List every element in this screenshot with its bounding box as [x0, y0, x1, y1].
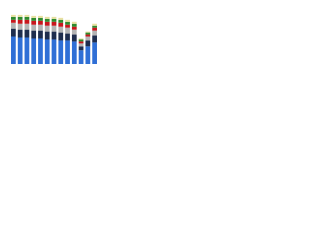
bar-segment: [71, 34, 77, 42]
bar-segment: [71, 29, 77, 35]
bar-segment: [24, 14, 30, 17]
bar-segment: [58, 17, 64, 20]
bar-segment: [58, 32, 64, 41]
bar-segment: [38, 15, 43, 18]
bar-segment: [51, 21, 57, 26]
bar-segment: [92, 35, 97, 43]
bar-segment: [78, 46, 84, 51]
bar-segment: [31, 38, 37, 64]
bar-segment: [38, 24, 43, 31]
bar-segment: [51, 25, 57, 32]
bar-segment: [24, 37, 30, 64]
bar-segment: [85, 36, 91, 41]
bar-segment: [31, 17, 37, 21]
bar-segment: [17, 23, 23, 30]
bar-segment: [51, 16, 57, 19]
bar-segment: [51, 31, 57, 40]
bar-segment: [65, 24, 70, 28]
bar-segment: [38, 38, 43, 64]
bar-segment: [65, 19, 70, 22]
bar-segment: [58, 40, 64, 64]
bar-segment: [65, 27, 70, 34]
bar-segment: [17, 19, 23, 24]
bar-segment: [24, 29, 30, 38]
bar-segment: [51, 39, 57, 64]
bar-segment: [71, 21, 77, 24]
bar-segment: [92, 42, 97, 64]
bar-segment: [58, 19, 64, 23]
bar-segment: [44, 25, 50, 32]
bar-segment: [85, 31, 91, 33]
bar-segment: [31, 24, 37, 31]
bar-segment: [44, 16, 50, 19]
bar-segment: [92, 23, 97, 26]
bar-segment: [51, 18, 57, 22]
bar-segment: [24, 19, 30, 24]
bar-segment: [78, 41, 84, 44]
bar-segment: [92, 25, 97, 28]
bar-segment: [24, 23, 30, 30]
bar-segment: [78, 39, 84, 42]
bar-segment: [65, 40, 70, 64]
chart: [11, 14, 97, 64]
bar-segment: [85, 32, 91, 35]
bar-segment: [92, 27, 97, 31]
bar-segment: [44, 21, 50, 26]
bar-segment: [71, 26, 77, 30]
bar-segment: [78, 43, 84, 47]
bar-segment: [11, 28, 16, 37]
bar-segment: [65, 21, 70, 25]
bar-segment: [71, 41, 77, 64]
bar-segment: [11, 36, 16, 64]
bar-segment: [11, 22, 16, 29]
bar-segment: [71, 23, 77, 27]
bar-segment: [58, 26, 64, 33]
bar-segment: [17, 37, 23, 64]
bar-segment: [44, 18, 50, 22]
bar-segment: [78, 50, 84, 64]
bar-segment: [92, 30, 97, 36]
bar-segment: [38, 20, 43, 25]
bar-segment: [11, 14, 16, 17]
bar-segment: [17, 14, 23, 17]
bar-segment: [85, 46, 91, 64]
bar-segment: [44, 31, 50, 40]
bar-segment: [11, 19, 16, 23]
bar-segment: [85, 34, 91, 37]
bar-segment: [31, 30, 37, 39]
bar-segment: [58, 22, 64, 27]
bar-segment: [11, 16, 16, 20]
bar-segment: [24, 16, 30, 20]
bar-segment: [17, 29, 23, 38]
bar-segment: [44, 39, 50, 64]
bar-segment: [17, 16, 23, 20]
bar-segment: [78, 38, 84, 40]
bar-segment: [65, 33, 70, 41]
bar-segment: [38, 30, 43, 39]
bar-segment: [38, 17, 43, 21]
bar-segment: [31, 15, 37, 18]
bar-segment: [31, 20, 37, 25]
bar-segment: [85, 40, 91, 47]
